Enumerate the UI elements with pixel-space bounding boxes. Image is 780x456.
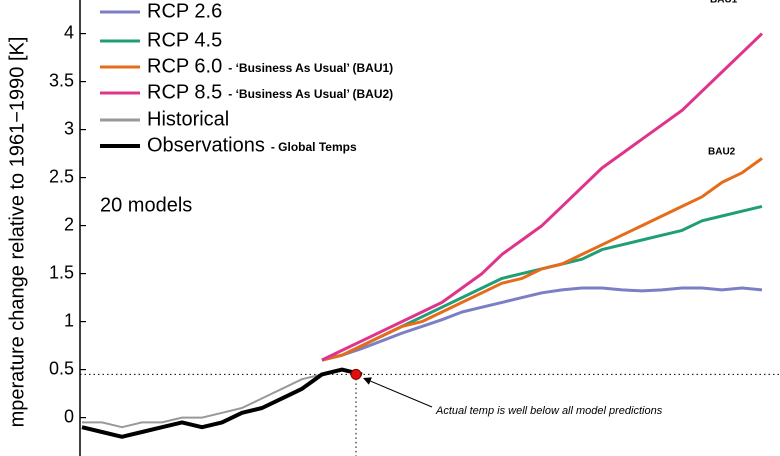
y-tick-label: 2 (64, 214, 74, 234)
series-line (81, 367, 363, 439)
y-axis-label: mperature change relative to 1961−1990 [… (6, 37, 28, 428)
y-tick-label: 0 (64, 406, 74, 426)
annotation: 20 models (100, 194, 192, 216)
annotation: BAU1 (710, 0, 738, 6)
legend-label: RCP 4.5 (147, 29, 222, 51)
annotation-arrow (363, 377, 433, 408)
legend-label: RCP 2.6 (147, 0, 222, 22)
legend-label: Observations (147, 134, 265, 156)
y-tick-label: 3 (64, 118, 74, 138)
y-tick-label: 1 (64, 310, 74, 330)
legend-note: - ‘Business As Usual’ (BAU2) (228, 87, 393, 101)
y-tick-label: 1.5 (49, 262, 74, 282)
annotation: Actual temp is well below all model pred… (435, 405, 663, 417)
y-tick-label: 2.5 (49, 166, 74, 186)
series-line (321, 286, 763, 362)
legend-note: - ‘Business As Usual’ (BAU1) (228, 61, 393, 75)
series-line (82, 368, 343, 429)
y-tick-label: 0.5 (49, 358, 74, 378)
legend-label: RCP 8.5 (147, 81, 222, 103)
legend-note: - Global Temps (271, 140, 357, 154)
annotation: BAU2 (708, 147, 736, 158)
legend-label: Historical (147, 108, 229, 130)
series-line (321, 157, 763, 362)
series-line (321, 32, 764, 362)
observation-point (350, 368, 362, 380)
y-tick-label: 3.5 (49, 70, 74, 90)
y-tick-label: 4 (64, 22, 74, 42)
legend-label: RCP 6.0 (147, 55, 222, 77)
